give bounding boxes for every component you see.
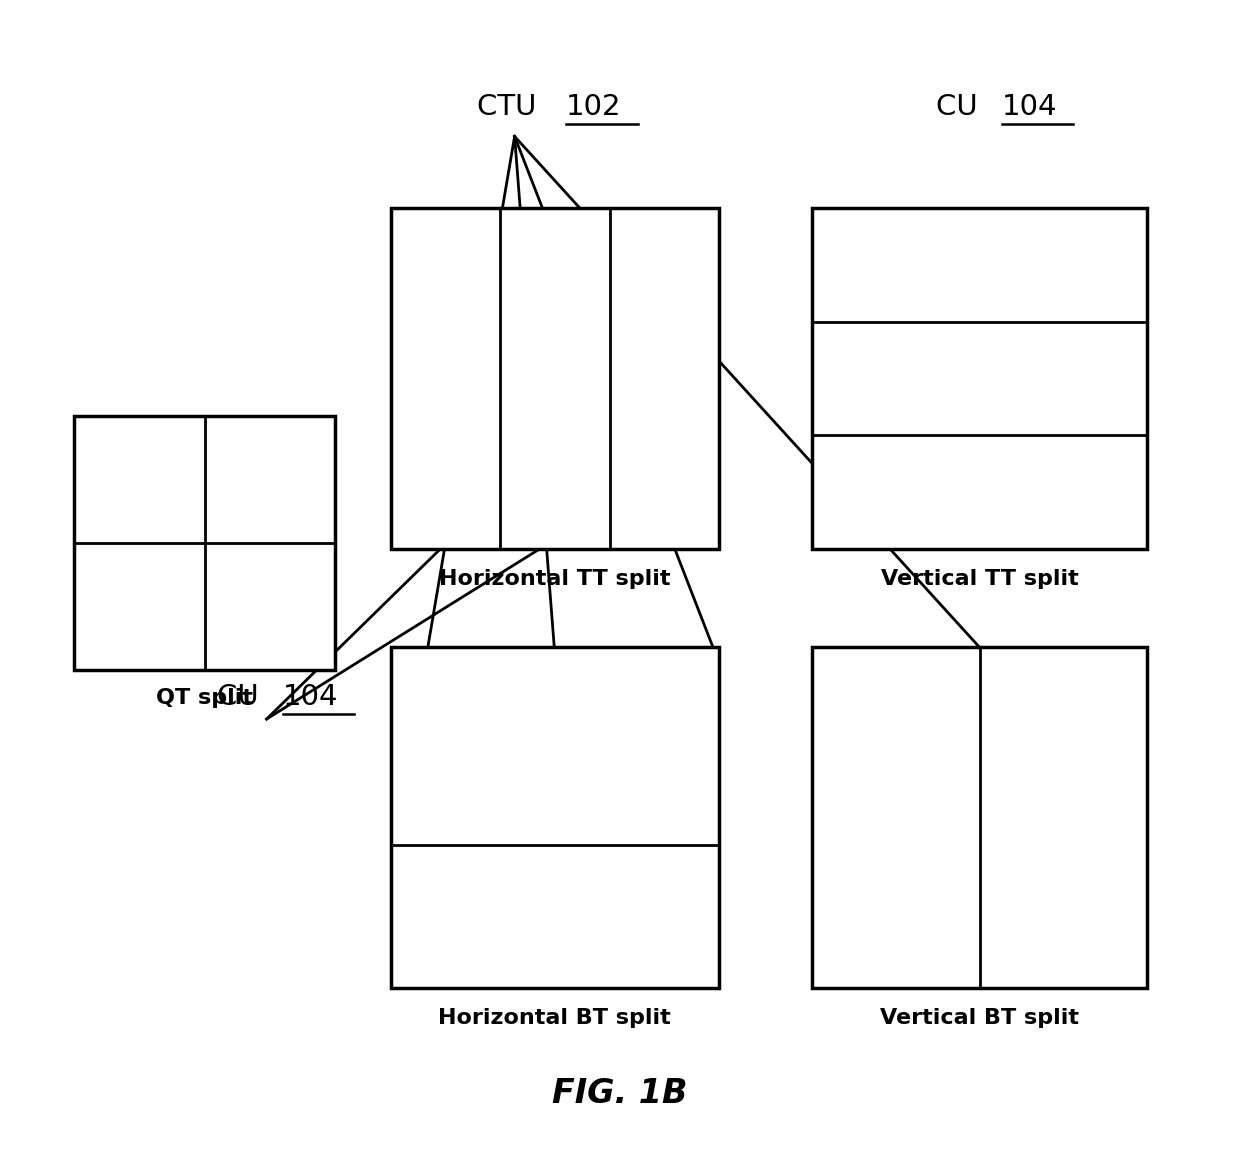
Text: QT split: QT split — [156, 688, 253, 707]
Text: Vertical BT split: Vertical BT split — [880, 1008, 1079, 1028]
Text: 104: 104 — [1002, 94, 1058, 121]
Text: 104: 104 — [283, 683, 339, 711]
Bar — [391, 208, 719, 549]
Text: CU: CU — [217, 683, 268, 711]
Bar — [74, 416, 335, 670]
Text: CU: CU — [936, 94, 987, 121]
Text: CTU: CTU — [477, 94, 546, 121]
Bar — [391, 647, 719, 988]
Text: 102: 102 — [565, 94, 621, 121]
Text: Horizontal BT split: Horizontal BT split — [438, 1008, 671, 1028]
Bar — [812, 647, 1147, 988]
Text: FIG. 1B: FIG. 1B — [552, 1076, 688, 1110]
Text: Vertical TT split: Vertical TT split — [880, 569, 1079, 588]
Bar — [812, 208, 1147, 549]
Text: Horizontal TT split: Horizontal TT split — [439, 569, 670, 588]
